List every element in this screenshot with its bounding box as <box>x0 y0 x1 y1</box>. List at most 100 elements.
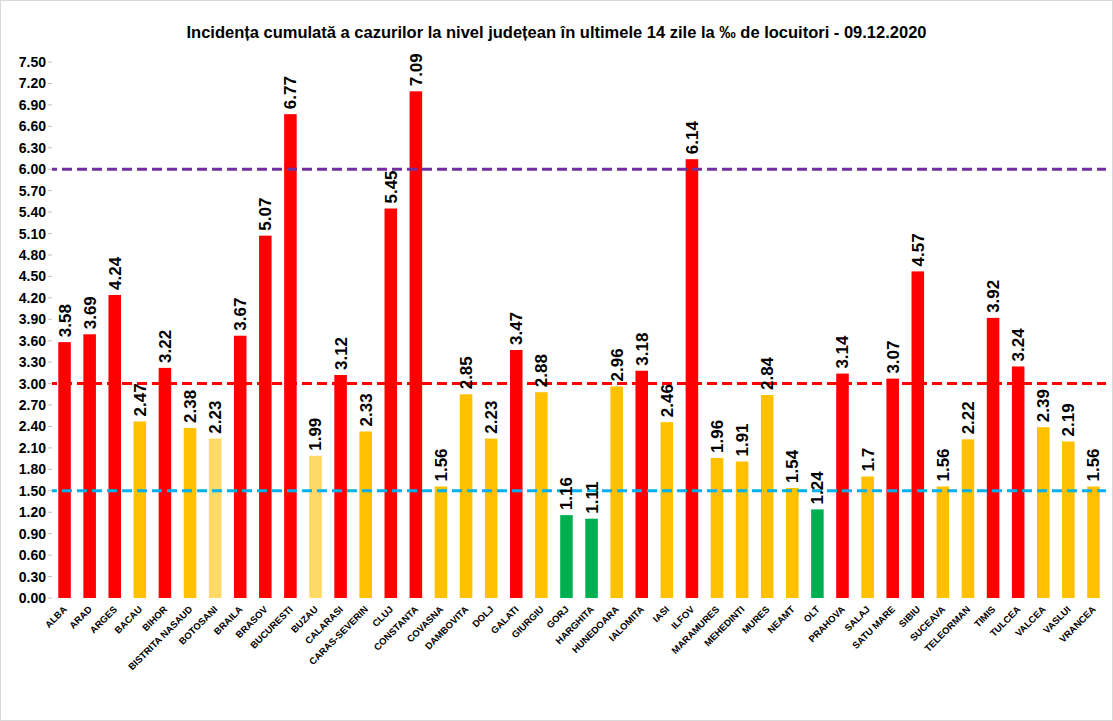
data-label: 3.12 <box>332 337 351 370</box>
data-label: 2.46 <box>658 384 677 417</box>
y-tick-label: 1.80 <box>19 461 46 477</box>
bar <box>485 439 498 598</box>
bar <box>535 392 548 598</box>
y-tick-label: 3.90 <box>19 311 46 327</box>
bar <box>209 439 222 598</box>
data-label: 3.47 <box>507 312 526 345</box>
bar <box>184 428 197 598</box>
y-tick <box>48 383 52 384</box>
y-tick-label: 7.20 <box>19 75 46 91</box>
y-tick-label: 4.20 <box>19 290 46 306</box>
reference-line <box>52 489 1106 492</box>
bar <box>1037 427 1050 598</box>
data-label: 2.39 <box>1034 389 1053 422</box>
bar <box>359 431 372 598</box>
y-tick-label: 2.40 <box>19 418 46 434</box>
data-label: 1.56 <box>934 448 953 481</box>
x-tick-label: NEAMT <box>765 604 797 636</box>
y-tick <box>48 426 52 427</box>
data-label: 6.14 <box>683 121 702 155</box>
x-tick-label: VALCEA <box>1013 604 1048 639</box>
y-tick <box>48 533 52 534</box>
bar <box>134 421 147 598</box>
bar <box>711 458 724 598</box>
y-tick <box>48 212 52 213</box>
y-tick-label: 3.00 <box>19 376 46 392</box>
bar <box>435 487 448 598</box>
bar <box>962 439 975 598</box>
data-label: 1.16 <box>557 477 576 510</box>
bar <box>912 271 925 598</box>
x-tick-label: OLT <box>801 604 822 625</box>
bar <box>1012 366 1025 598</box>
y-tick <box>48 340 52 341</box>
y-tick-label: 0.30 <box>19 569 46 585</box>
y-tick <box>48 490 52 491</box>
y-tick-label: 0.90 <box>19 526 46 542</box>
data-label: 2.85 <box>457 356 476 389</box>
x-tick-label: GIURGIU <box>509 604 546 641</box>
y-tick <box>48 233 52 234</box>
y-tick <box>48 598 52 599</box>
bar <box>159 368 172 598</box>
data-label: 1.24 <box>808 471 827 505</box>
bar <box>937 487 950 598</box>
bar <box>1062 441 1075 598</box>
y-tick-label: 6.00 <box>19 161 46 177</box>
chart-frame <box>1 1 1113 721</box>
x-tick-label: BOTOSANI <box>176 604 219 647</box>
bar <box>510 350 523 598</box>
y-tick-label: 3.30 <box>19 354 46 370</box>
y-tick <box>48 576 52 577</box>
bar <box>585 519 598 598</box>
data-label: 2.84 <box>758 356 777 390</box>
bar <box>761 395 774 598</box>
data-label: 2.33 <box>357 393 376 426</box>
reference-line <box>52 168 1106 171</box>
bar <box>736 461 749 598</box>
y-tick <box>48 555 52 556</box>
y-tick-label: 4.50 <box>19 268 46 284</box>
chart: Incidența cumulată a cazurilor la nivel … <box>0 0 1113 721</box>
bar <box>836 374 849 598</box>
y-tick-label: 2.70 <box>19 397 46 413</box>
y-tick <box>48 469 52 470</box>
data-label: 2.96 <box>608 348 627 381</box>
bar <box>284 114 297 598</box>
data-label: 2.47 <box>131 383 150 416</box>
data-label: 5.45 <box>382 170 401 203</box>
data-label: 1.54 <box>783 449 802 483</box>
y-tick <box>48 297 52 298</box>
data-label: 2.23 <box>482 401 501 434</box>
bar <box>334 375 347 598</box>
y-tick-label: 2.10 <box>19 440 46 456</box>
data-labels: 3.583.694.242.473.222.382.233.675.076.77… <box>56 53 1104 513</box>
data-label: 7.09 <box>407 53 426 86</box>
y-tick <box>48 83 52 84</box>
data-label: 3.14 <box>834 335 853 369</box>
y-tick-label: 5.10 <box>19 226 46 242</box>
data-label: 1.99 <box>307 418 326 451</box>
bar <box>108 295 121 598</box>
bar <box>661 422 674 598</box>
y-tick <box>48 276 52 277</box>
y-tick <box>48 147 52 148</box>
data-label: 3.58 <box>56 304 75 337</box>
bar <box>460 394 473 598</box>
x-tick-label: MEHEDINTI <box>702 604 747 649</box>
bar <box>58 342 71 598</box>
y-tick-label: 6.60 <box>19 118 46 134</box>
y-tick <box>48 104 52 105</box>
data-label: 4.24 <box>106 256 125 290</box>
x-tick-label: IALOMITA <box>606 604 646 644</box>
data-label: 2.19 <box>1059 403 1078 436</box>
bars <box>58 91 1099 598</box>
bar <box>861 477 874 598</box>
data-label: 1.7 <box>859 448 878 472</box>
x-tick-label: BACAU <box>112 604 144 636</box>
data-label: 3.18 <box>633 333 652 366</box>
y-axis: 0.000.300.600.901.201.501.802.102.402.70… <box>19 54 52 606</box>
y-tick <box>48 190 52 191</box>
y-tick-label: 6.90 <box>19 97 46 113</box>
y-tick-label: 5.70 <box>19 183 46 199</box>
